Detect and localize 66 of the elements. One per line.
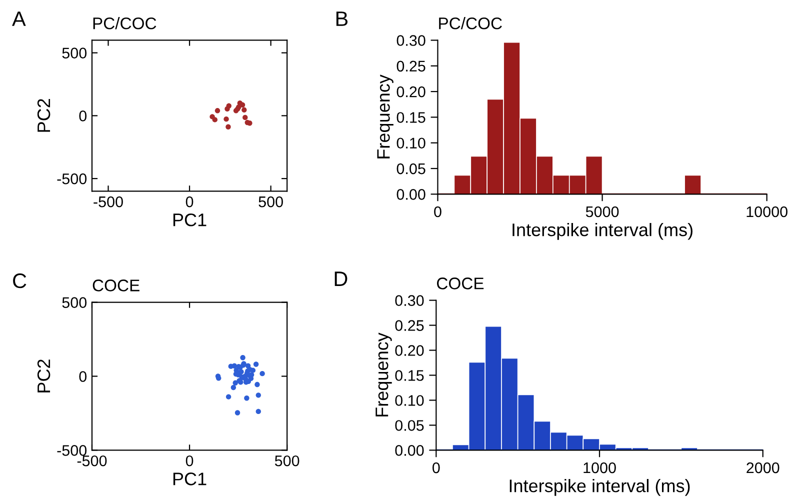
x-tick-label: 1000	[584, 462, 616, 474]
point	[256, 392, 261, 398]
point	[230, 384, 236, 390]
chart-title: PC/COC	[93, 17, 156, 30]
x-axis-title: PC1	[173, 213, 206, 226]
x-tick-label: 0	[186, 455, 194, 466]
point	[242, 114, 248, 120]
x-tick-label: 0	[186, 196, 194, 208]
y-tick-label: 500	[62, 297, 87, 308]
x-tick-label: 2000	[746, 462, 780, 474]
x-axis-title: Interspike interval (ms)	[512, 222, 692, 240]
point	[254, 382, 260, 388]
x-tick-label: 500	[274, 455, 300, 466]
x-tick-label: 5000	[586, 206, 619, 218]
point	[226, 103, 232, 108]
point	[247, 120, 252, 126]
point	[256, 408, 261, 414]
x-axis-title: PC1	[173, 472, 206, 486]
point	[234, 410, 240, 416]
text: C	[13, 273, 26, 288]
text: B	[336, 12, 348, 26]
x-tick-label: 0	[434, 206, 442, 218]
y-tick-label: -500	[57, 445, 87, 456]
y-tick-label: 0.20	[396, 86, 426, 98]
y-tick-label: 0.10	[395, 395, 424, 406]
text: D	[334, 272, 348, 286]
y-tick-label: 0	[79, 371, 87, 382]
y-tick-label: 0	[79, 110, 87, 122]
y-tick-label: 0.15	[395, 370, 424, 381]
point	[226, 394, 232, 400]
y-tick-label: 0.05	[395, 420, 424, 431]
x-tick-label: 10000	[746, 206, 788, 218]
y-tick-label: 0.25	[396, 60, 426, 72]
x-axis-title: Interspike interval (ms)	[510, 479, 690, 496]
y-tick-label: 0.05	[396, 163, 426, 174]
chart-title: COCE	[436, 278, 484, 290]
point	[260, 370, 265, 376]
x-tick-label: 500	[258, 196, 283, 208]
y-tick-label: 0.30	[395, 295, 424, 306]
point	[232, 380, 238, 386]
y-tick-label: 0.25	[395, 320, 424, 331]
point	[240, 355, 246, 360]
y-axis-title: Frequency	[377, 74, 394, 158]
point	[244, 396, 250, 401]
x-tick-label: -500	[94, 196, 123, 208]
y-tick-label: -500	[57, 173, 87, 184]
y-axis-title: Frequency	[376, 332, 392, 416]
point	[242, 107, 247, 113]
y-tick-label: 0.20	[395, 345, 424, 356]
point	[224, 116, 229, 122]
y-tick-label: 500	[62, 48, 87, 58]
point	[214, 108, 220, 114]
point	[226, 124, 231, 130]
x-tick-label: 0	[432, 462, 440, 474]
y-tick-label: 0.00	[395, 445, 424, 456]
y-axis-title: PC2	[37, 360, 50, 392]
chart-title: PC/COC	[439, 17, 502, 30]
chart-title: COCE	[92, 280, 140, 292]
y-tick-label: 0.30	[396, 35, 426, 46]
y-tick-label: 0.00	[396, 189, 426, 200]
text: A	[12, 12, 26, 26]
y-axis-title: PC2	[37, 99, 50, 132]
point	[212, 117, 218, 122]
y-tick-label: 0.15	[396, 112, 426, 123]
point	[253, 362, 259, 367]
y-tick-label: 0.10	[396, 138, 426, 149]
